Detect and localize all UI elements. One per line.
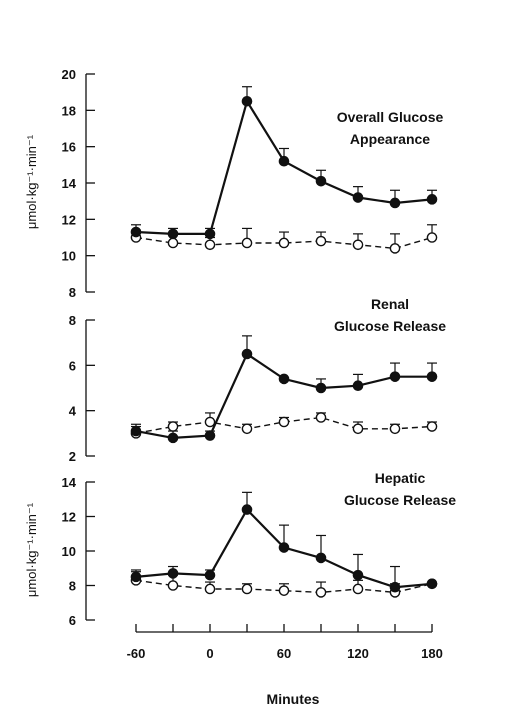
data-point-open bbox=[278, 416, 290, 428]
y-tick-label: 6 bbox=[69, 358, 76, 373]
data-point-filled bbox=[278, 373, 290, 385]
data-point-open bbox=[167, 580, 179, 591]
data-point-filled bbox=[278, 155, 290, 167]
x-tick-label: 180 bbox=[421, 646, 443, 661]
data-point-filled bbox=[204, 569, 216, 581]
y-tick-label: 6 bbox=[69, 613, 76, 628]
data-point-filled bbox=[426, 194, 438, 205]
y-axis-title: μmol·kg⁻¹·min⁻¹ bbox=[24, 502, 39, 597]
y-tick-label: 16 bbox=[62, 140, 76, 155]
data-point-filled bbox=[315, 552, 327, 564]
data-point-filled bbox=[426, 578, 438, 590]
data-point-filled bbox=[241, 348, 253, 360]
x-axis-title: Minutes bbox=[267, 691, 320, 707]
y-tick-label: 12 bbox=[62, 212, 76, 227]
data-point-filled bbox=[130, 571, 142, 583]
data-point-filled bbox=[130, 425, 142, 437]
y-tick-label: 2 bbox=[69, 449, 76, 464]
data-point-open bbox=[352, 239, 364, 251]
data-point-open bbox=[241, 583, 253, 595]
data-point-open bbox=[315, 412, 327, 423]
data-point-open bbox=[167, 237, 179, 249]
y-tick-label: 8 bbox=[69, 313, 76, 328]
data-point-filled bbox=[389, 581, 401, 593]
data-point-filled bbox=[204, 228, 216, 240]
y-tick-label: 14 bbox=[62, 475, 77, 490]
data-point-filled bbox=[167, 568, 179, 579]
data-point-filled bbox=[389, 371, 401, 382]
data-point-open bbox=[278, 585, 290, 596]
data-point-open bbox=[241, 423, 253, 435]
data-point-open bbox=[389, 423, 401, 435]
data-point-open bbox=[426, 421, 438, 432]
y-tick-label: 20 bbox=[62, 67, 76, 82]
data-point-open bbox=[167, 421, 179, 432]
panel-title-line: Glucose Release bbox=[334, 318, 446, 334]
data-point-filled bbox=[278, 542, 290, 553]
y-tick-label: 12 bbox=[62, 510, 76, 525]
data-point-filled bbox=[315, 175, 327, 187]
data-point-open bbox=[352, 423, 364, 435]
data-point-filled bbox=[352, 380, 364, 392]
data-point-open bbox=[315, 235, 327, 247]
x-tick-label: 0 bbox=[206, 646, 213, 661]
x-tick-label: 60 bbox=[277, 646, 291, 661]
data-point-filled bbox=[389, 197, 401, 209]
data-point-filled bbox=[167, 228, 179, 240]
data-point-filled bbox=[167, 432, 179, 444]
y-tick-label: 14 bbox=[62, 176, 77, 191]
data-point-open bbox=[315, 587, 327, 598]
data-point-filled bbox=[130, 226, 142, 238]
data-point-filled bbox=[315, 382, 327, 394]
data-point-filled bbox=[204, 430, 216, 441]
x-tick-label: -60 bbox=[127, 646, 146, 661]
data-point-open bbox=[426, 232, 438, 243]
y-tick-label: 4 bbox=[69, 404, 77, 419]
y-axis-title: μmol·kg⁻¹·min⁻¹ bbox=[24, 134, 39, 229]
x-tick-label: 120 bbox=[347, 646, 369, 661]
data-point-open bbox=[204, 583, 216, 595]
data-point-open bbox=[389, 243, 401, 254]
y-tick-label: 18 bbox=[62, 103, 76, 118]
data-point-open bbox=[352, 583, 364, 595]
data-point-filled bbox=[426, 371, 438, 382]
data-point-open bbox=[241, 237, 253, 249]
data-point-filled bbox=[352, 569, 364, 581]
panel-title-line: Glucose Release bbox=[344, 492, 456, 508]
data-point-filled bbox=[241, 95, 253, 107]
data-point-open bbox=[204, 416, 216, 428]
y-tick-label: 8 bbox=[69, 285, 76, 300]
panel-title-line: Hepatic bbox=[375, 470, 426, 486]
y-tick-label: 10 bbox=[62, 544, 76, 559]
panel-title-line: Renal bbox=[371, 296, 409, 312]
data-point-filled bbox=[352, 192, 364, 203]
panel-title-line: Appearance bbox=[350, 131, 430, 147]
y-tick-label: 10 bbox=[62, 249, 76, 264]
data-point-open bbox=[278, 237, 290, 249]
data-point-filled bbox=[241, 504, 253, 515]
y-tick-label: 8 bbox=[69, 579, 76, 594]
panel-title-line: Overall Glucose bbox=[337, 109, 444, 125]
data-point-open bbox=[204, 239, 216, 251]
